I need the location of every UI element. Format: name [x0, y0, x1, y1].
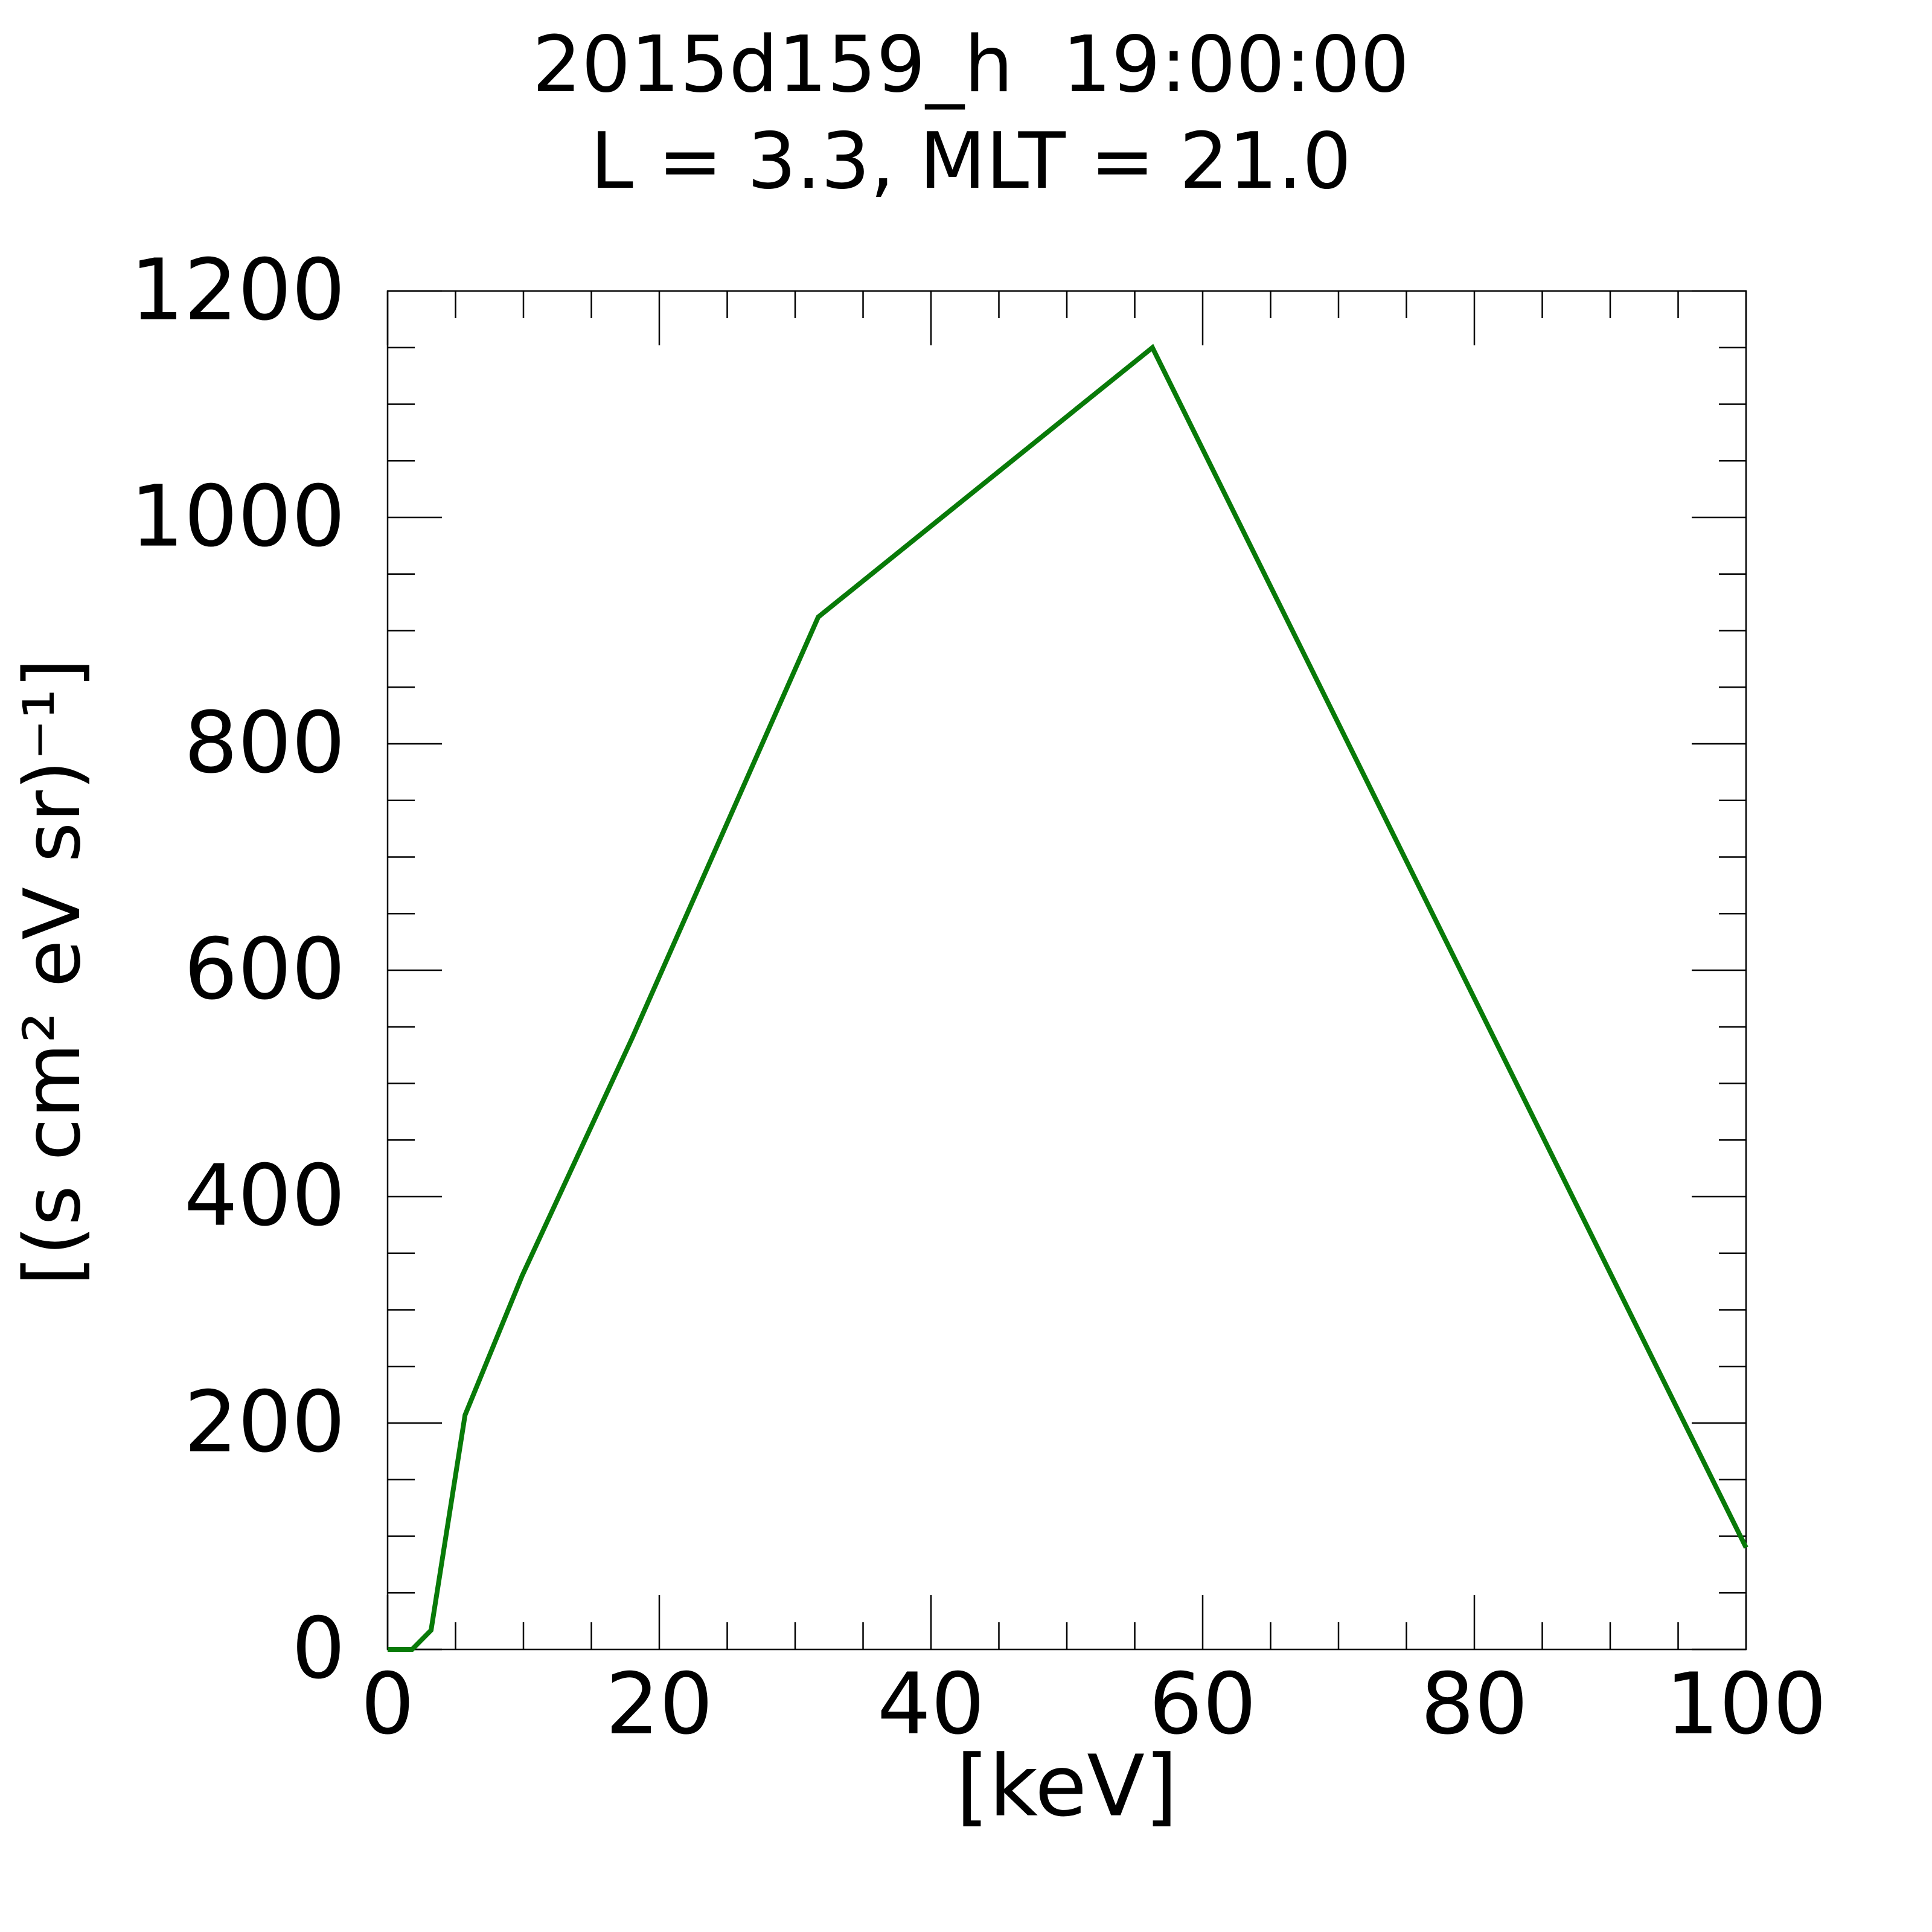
data-line	[388, 344, 1748, 1652]
y-tick-label: 200	[184, 1374, 345, 1472]
x-tick-label: 80	[1421, 1655, 1528, 1754]
y-tick-label: 0	[292, 1600, 345, 1698]
x-tick-label: 20	[606, 1655, 713, 1754]
x-tick-label: 0	[360, 1655, 414, 1754]
y-tick-label: 400	[184, 1147, 345, 1246]
x-tick-label: 60	[1149, 1655, 1256, 1754]
chart-subtitle: L = 3.3, MLT = 21.0	[590, 117, 1352, 206]
chart-title: 2015d159_h 19:00:00	[533, 20, 1410, 110]
y-tick-label: 800	[184, 694, 345, 793]
y-tick-label: 600	[184, 921, 345, 1019]
x-tick-label: 100	[1665, 1655, 1826, 1754]
y-tick-label: 1000	[130, 468, 345, 566]
y-tick-label: 1200	[130, 242, 345, 340]
x-axis-label: [keV]	[956, 1738, 1177, 1836]
x-tick-label: 40	[877, 1655, 985, 1754]
y-axis-label: [(s cm² eV sr)⁻¹]	[8, 658, 98, 1285]
